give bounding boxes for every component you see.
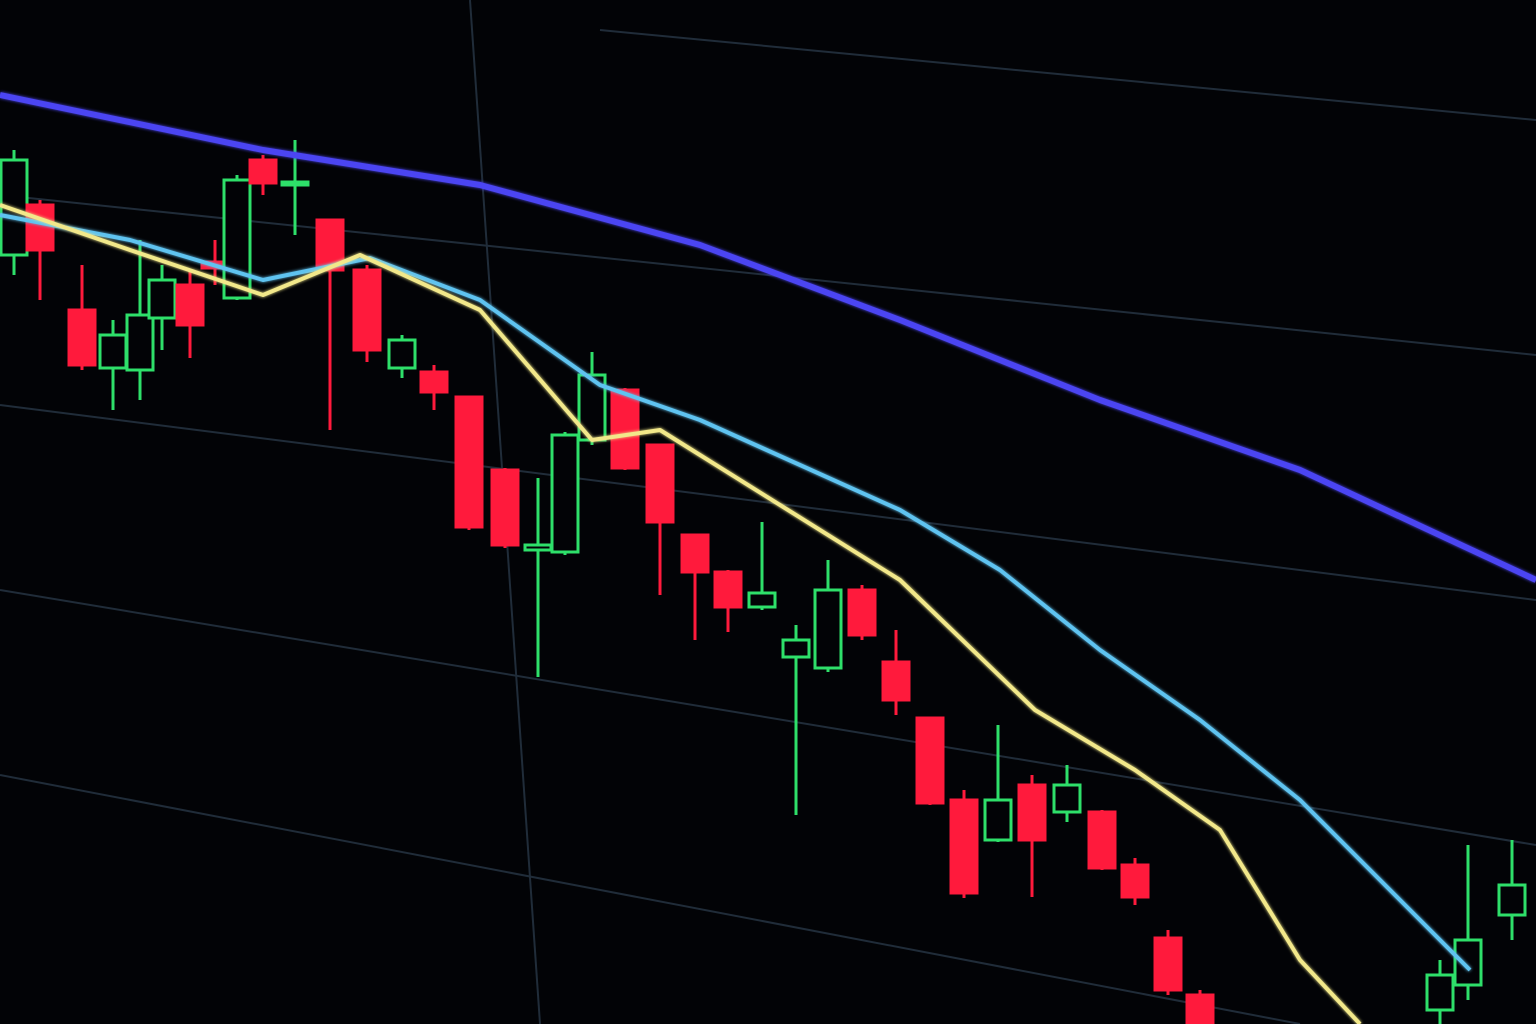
candle-body	[915, 716, 945, 805]
candle-body	[645, 443, 675, 524]
grid-line	[0, 774, 1301, 1024]
candle-body	[1453, 938, 1483, 987]
candle-body	[175, 283, 205, 327]
candle-body	[610, 388, 640, 470]
candle-body	[949, 798, 979, 895]
candle-body	[1052, 783, 1082, 814]
candle-body	[1185, 993, 1215, 1024]
candle-body	[983, 798, 1013, 842]
candle-body	[280, 180, 310, 187]
candle-body	[847, 588, 877, 637]
candle-body	[813, 588, 843, 670]
candle-body	[98, 333, 128, 370]
grid-line	[0, 589, 1536, 846]
candle-body	[680, 533, 710, 574]
candle-body	[352, 268, 382, 352]
moving-average-line	[0, 92, 1536, 583]
candle-body	[1017, 783, 1047, 842]
moving-average-line	[0, 213, 1472, 972]
candle-body	[523, 543, 553, 552]
candle-body	[781, 638, 811, 659]
candle-body	[454, 395, 484, 529]
candle-body	[67, 308, 97, 367]
candle-body	[490, 468, 520, 547]
candle-body	[881, 660, 911, 702]
grid-line	[0, 194, 1536, 356]
candle-body	[713, 570, 743, 609]
candle-body	[1153, 936, 1183, 992]
grid-line	[0, 404, 1536, 601]
candle-body	[147, 278, 177, 320]
candle-body	[125, 313, 155, 372]
candle-body	[25, 203, 55, 252]
grid-line	[599, 29, 1536, 121]
candle-body	[747, 591, 777, 609]
candle-body	[387, 338, 417, 370]
moving-average-line	[0, 203, 1362, 1024]
candle-body	[550, 433, 580, 554]
candle-body	[248, 158, 278, 185]
candle-body	[1497, 883, 1527, 917]
candles	[0, 140, 1527, 1024]
candle-body	[1087, 810, 1117, 870]
candle-body	[1425, 973, 1455, 1012]
candle-body	[0, 158, 29, 257]
candle-body	[419, 370, 449, 394]
candle-body	[222, 178, 252, 300]
candle-body	[1120, 863, 1150, 899]
